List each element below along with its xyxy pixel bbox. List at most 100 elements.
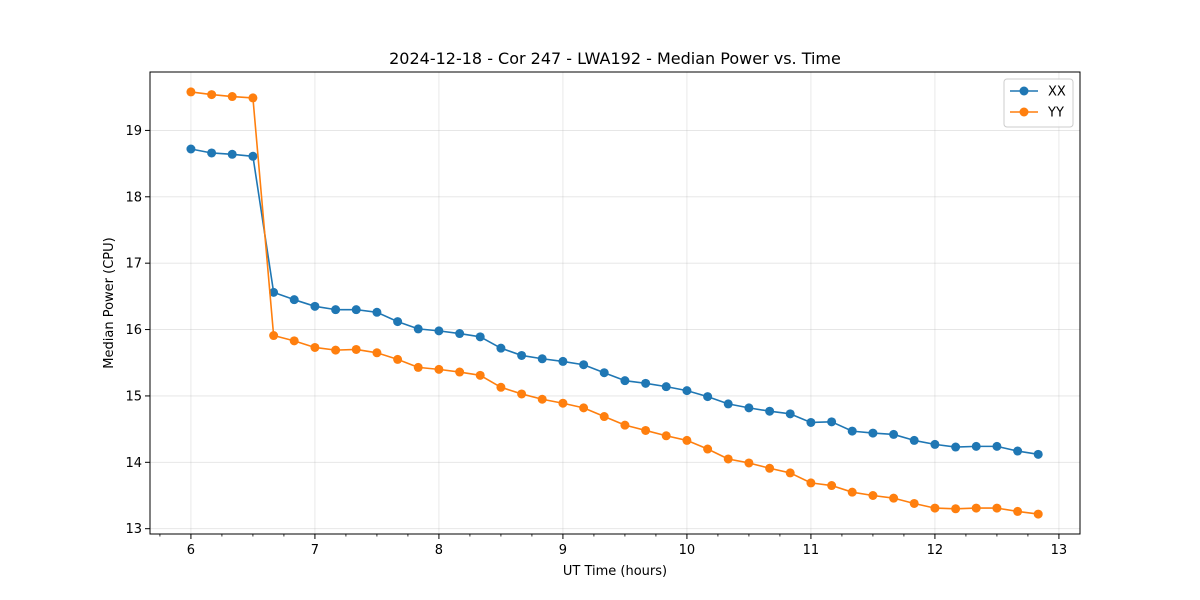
data-point-xx	[269, 287, 279, 297]
data-point-yy	[703, 444, 713, 454]
data-point-xx	[827, 417, 837, 427]
data-point-yy	[248, 93, 258, 103]
data-point-xx	[1033, 449, 1043, 459]
data-point-yy	[372, 348, 382, 358]
data-point-yy	[827, 481, 837, 491]
data-point-yy	[186, 87, 196, 97]
data-point-xx	[971, 441, 981, 451]
data-point-yy	[351, 344, 361, 354]
data-point-xx	[661, 382, 671, 392]
data-point-yy	[517, 389, 527, 399]
data-point-yy	[227, 92, 237, 102]
data-point-xx	[723, 399, 733, 409]
legend: XX YY	[1003, 78, 1074, 128]
data-point-xx	[806, 417, 816, 427]
data-point-yy	[393, 354, 403, 364]
data-point-yy	[434, 364, 444, 374]
data-point-yy	[847, 487, 857, 497]
x-tick-label: 7	[311, 543, 319, 558]
data-point-xx	[455, 329, 465, 339]
data-point-yy	[661, 431, 671, 441]
x-tick-label: 8	[435, 543, 443, 558]
y-tick-label: 17	[125, 257, 142, 272]
data-point-xx	[785, 409, 795, 419]
y-tick-label: 19	[125, 124, 142, 139]
data-point-yy	[930, 503, 940, 513]
data-point-yy	[682, 435, 692, 445]
data-point-xx	[930, 439, 940, 449]
data-point-yy	[599, 412, 609, 422]
data-point-xx	[682, 386, 692, 396]
legend-marker-xx	[1019, 86, 1029, 96]
data-point-xx	[579, 360, 589, 370]
data-point-yy	[785, 468, 795, 478]
data-point-xx	[186, 144, 196, 154]
data-point-yy	[765, 463, 775, 473]
legend-marker-yy	[1019, 107, 1029, 117]
data-point-yy	[558, 398, 568, 408]
data-point-yy	[992, 503, 1002, 513]
legend-label-yy: YY	[1047, 106, 1064, 121]
x-tick-label: 9	[559, 543, 567, 558]
data-point-xx	[951, 442, 961, 452]
data-point-xx	[992, 441, 1002, 451]
data-point-yy	[723, 454, 733, 464]
data-point-xx	[641, 378, 651, 388]
chart-title: 2024-12-18 - Cor 247 - LWA192 - Median P…	[389, 49, 841, 68]
data-point-xx	[765, 406, 775, 416]
series-xx	[186, 144, 1043, 459]
data-point-xx	[744, 403, 754, 413]
y-tick-label: 13	[125, 522, 142, 537]
plot-frame	[149, 71, 1081, 535]
y-tick-label: 18	[125, 190, 142, 205]
data-point-xx	[248, 151, 258, 161]
data-point-yy	[269, 331, 279, 341]
data-point-xx	[227, 149, 237, 159]
data-point-xx	[847, 426, 857, 436]
data-point-yy	[331, 345, 341, 355]
data-point-yy	[909, 498, 919, 508]
data-point-yy	[537, 394, 547, 404]
data-point-xx	[599, 368, 609, 378]
data-point-yy	[496, 382, 506, 392]
data-point-yy	[413, 362, 423, 372]
x-axis-ticks: 6 7 8 9 10 11 12 13	[159, 534, 1068, 558]
data-point-xx	[413, 324, 423, 334]
data-point-xx	[517, 350, 527, 360]
data-point-xx	[1013, 446, 1023, 456]
x-tick-label: 10	[679, 543, 696, 558]
series-layer	[186, 87, 1043, 519]
data-point-xx	[289, 295, 299, 305]
x-tick-label: 13	[1051, 543, 1068, 558]
data-point-yy	[971, 503, 981, 513]
data-point-yy	[1013, 506, 1023, 516]
data-point-yy	[889, 493, 899, 503]
y-axis-label: Median Power (CPU)	[102, 237, 117, 368]
data-point-xx	[434, 326, 444, 336]
y-tick-label: 14	[125, 456, 142, 471]
y-axis-ticks: 13 14 15 16 17 18 19	[125, 124, 150, 537]
data-point-xx	[310, 301, 320, 311]
data-point-yy	[289, 336, 299, 346]
gridlines	[150, 72, 1080, 534]
data-point-yy	[806, 478, 816, 488]
data-point-yy	[868, 491, 878, 500]
y-tick-label: 15	[125, 389, 142, 404]
data-point-yy	[475, 370, 485, 380]
data-point-yy	[579, 403, 589, 413]
data-point-yy	[951, 504, 961, 514]
data-point-xx	[496, 343, 506, 353]
x-tick-label: 12	[927, 543, 944, 558]
data-point-xx	[868, 428, 878, 438]
series-yy	[186, 87, 1043, 519]
legend-label-xx: XX	[1048, 85, 1066, 100]
data-point-xx	[909, 435, 919, 445]
data-point-yy	[1033, 509, 1043, 519]
data-point-xx	[889, 429, 899, 439]
x-axis-label: UT Time (hours)	[563, 564, 667, 579]
data-point-xx	[703, 392, 713, 402]
data-point-yy	[207, 90, 217, 100]
data-point-xx	[207, 148, 217, 158]
